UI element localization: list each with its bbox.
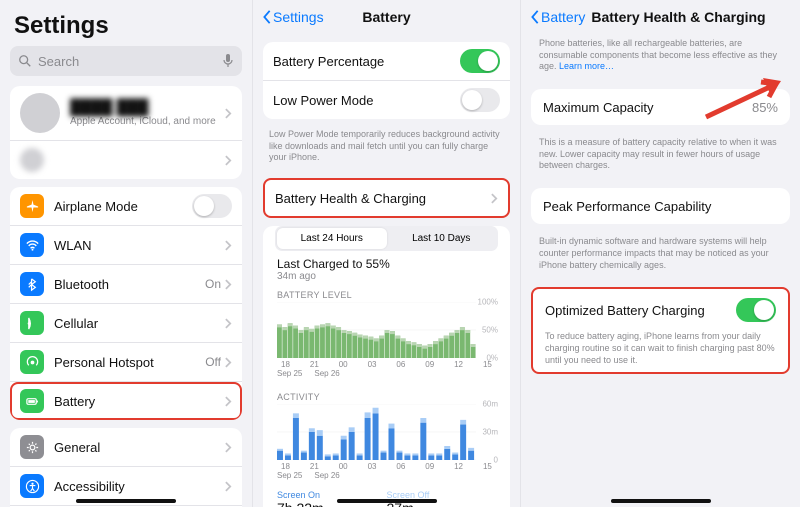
toggle[interactable] — [192, 194, 232, 218]
max-capacity-value: 85% — [752, 100, 778, 115]
settings-title: Settings — [0, 0, 252, 46]
back-chevron-icon — [261, 9, 273, 25]
detail: On — [205, 277, 221, 291]
account-name: ████ ███ — [70, 99, 225, 116]
row-label: General — [54, 440, 225, 455]
search-icon — [18, 54, 32, 68]
account-sub: Apple Account, iCloud, and more — [70, 116, 225, 127]
low-power-toggle[interactable] — [460, 88, 500, 112]
chevron-icon — [225, 357, 232, 368]
row-label: Cellular — [54, 316, 225, 331]
account-row-2[interactable] — [10, 141, 242, 179]
hotspot-icon — [20, 350, 44, 374]
back-button[interactable]: Settings — [261, 9, 324, 25]
last-charged: Last Charged to 55% — [277, 257, 496, 271]
battery-percentage-row[interactable]: Battery Percentage — [263, 42, 510, 81]
cellular-icon — [20, 311, 44, 335]
settings-row-wlan[interactable]: WLAN — [10, 226, 242, 265]
row-label: WLAN — [54, 238, 225, 253]
last-charged-sub: 34m ago — [277, 271, 496, 282]
accessibility-icon — [20, 474, 44, 498]
mic-icon — [222, 53, 234, 69]
home-bar — [76, 499, 176, 503]
back-chevron-icon — [529, 9, 541, 25]
health-intro: Phone batteries, like all rechargeable b… — [521, 34, 800, 81]
chevron-icon — [225, 108, 232, 119]
optimized-charging-row[interactable]: Optimized Battery Charging — [533, 289, 788, 331]
settings-row-general[interactable]: General — [10, 428, 242, 467]
search-input[interactable]: Search — [10, 46, 242, 76]
max-capacity-row[interactable]: Maximum Capacity 85% — [531, 89, 790, 125]
chevron-icon — [225, 279, 232, 290]
seg-10d[interactable]: Last 10 Days — [387, 228, 497, 249]
chevron-icon — [225, 481, 232, 492]
optimized-charging-toggle[interactable] — [736, 298, 776, 322]
low-power-row[interactable]: Low Power Mode — [263, 81, 510, 119]
settings-row-bluetooth[interactable]: BluetoothOn — [10, 265, 242, 304]
peak-perf-foot: Built-in dynamic software and hardware s… — [521, 232, 800, 279]
low-power-footnote: Low Power Mode temporarily reduces backg… — [253, 127, 520, 170]
chevron-icon — [225, 155, 232, 166]
level-title: BATTERY LEVEL — [263, 282, 510, 302]
gear-icon — [20, 435, 44, 459]
home-bar — [611, 499, 711, 503]
max-capacity-foot: This is a measure of battery capacity re… — [521, 133, 800, 180]
battery-percentage-toggle[interactable] — [460, 49, 500, 73]
chevron-icon — [491, 193, 498, 204]
activity-chart: 60m30m0 — [277, 404, 496, 460]
wifi-icon — [20, 233, 44, 257]
page-title: Battery Health & Charging — [591, 9, 765, 25]
row-label: Bluetooth — [54, 277, 205, 292]
seg-24h[interactable]: Last 24 Hours — [277, 228, 387, 249]
back-button[interactable]: Battery — [529, 9, 585, 25]
row-label: Battery — [54, 394, 225, 409]
detail: Off — [205, 355, 221, 369]
home-bar — [337, 499, 437, 503]
chevron-icon — [225, 396, 232, 407]
settings-row-cellular[interactable]: Cellular — [10, 304, 242, 343]
optimized-charging-foot: To reduce battery aging, iPhone learns f… — [533, 331, 788, 366]
time-range-segment[interactable]: Last 24 Hours Last 10 Days — [275, 226, 498, 251]
activity-title: ACTIVITY — [263, 384, 510, 404]
chevron-icon — [225, 442, 232, 453]
settings-row-battery[interactable]: Battery — [10, 382, 242, 420]
account-row[interactable]: ████ ███ Apple Account, iCloud, and more — [10, 86, 242, 141]
battery-health-row[interactable]: Battery Health & Charging — [265, 180, 508, 216]
chevron-icon — [225, 240, 232, 251]
learn-more-link[interactable]: Learn more… — [559, 61, 614, 71]
search-placeholder: Search — [38, 54, 222, 69]
peak-perf-row[interactable]: Peak Performance Capability — [531, 188, 790, 224]
airplane-icon — [20, 194, 44, 218]
chevron-icon — [225, 318, 232, 329]
row-label: Airplane Mode — [54, 199, 192, 214]
battery-icon — [20, 389, 44, 413]
avatar-small — [20, 148, 44, 172]
row-label: Accessibility — [54, 479, 225, 494]
settings-row-personal-hotspot[interactable]: Personal HotspotOff — [10, 343, 242, 382]
avatar — [20, 93, 60, 133]
settings-row-airplane-mode[interactable]: Airplane Mode — [10, 187, 242, 226]
row-label: Personal Hotspot — [54, 355, 205, 370]
battery-level-chart: 100%50%0% — [277, 302, 496, 358]
bluetooth-icon — [20, 272, 44, 296]
